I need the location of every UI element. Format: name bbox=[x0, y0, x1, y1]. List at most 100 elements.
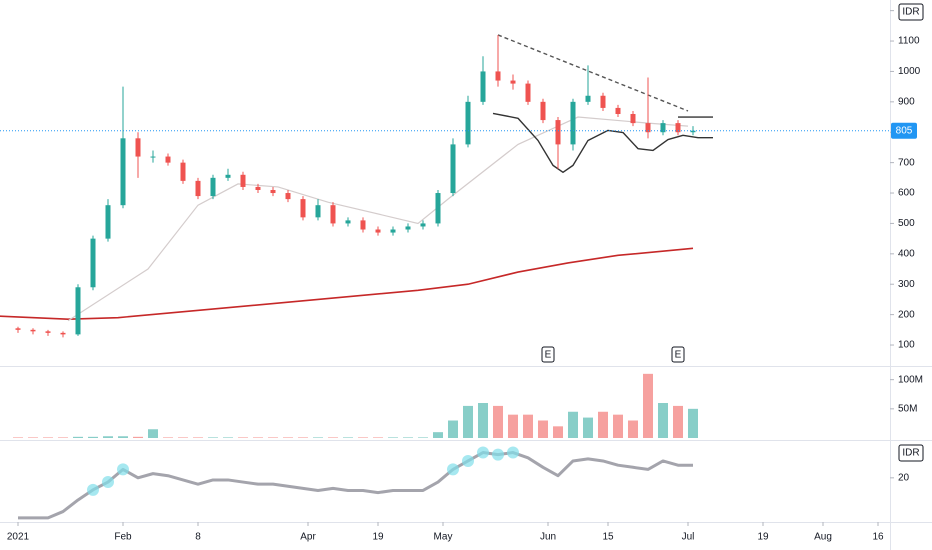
event-marker bbox=[541, 346, 555, 363]
highlight-marker bbox=[477, 446, 489, 459]
volume-bar bbox=[28, 437, 38, 438]
candle-body bbox=[600, 95, 606, 108]
volume-bar bbox=[313, 437, 323, 438]
candle-body bbox=[300, 199, 306, 218]
candle-body bbox=[30, 329, 36, 332]
volume-bar bbox=[208, 437, 218, 438]
candle-body bbox=[480, 71, 486, 102]
volume-bar bbox=[613, 414, 623, 438]
drawing bbox=[492, 112, 713, 174]
volume-bar bbox=[688, 408, 698, 438]
candle-body bbox=[195, 180, 201, 197]
volume-bar bbox=[658, 403, 668, 438]
volume-bar bbox=[358, 437, 368, 438]
volume-bar bbox=[163, 437, 173, 438]
indicator-line bbox=[18, 451, 693, 520]
candle-body bbox=[420, 223, 426, 227]
volume-bar bbox=[373, 437, 383, 438]
x-tick-label: 19 bbox=[372, 532, 384, 543]
candle-body bbox=[345, 220, 351, 224]
candle-body bbox=[135, 138, 141, 157]
event-label: E bbox=[675, 350, 682, 361]
candle-body bbox=[210, 177, 216, 197]
currency-label: IDR bbox=[902, 7, 919, 18]
volume-bar bbox=[388, 437, 398, 438]
highlight-marker bbox=[87, 483, 99, 496]
candle-body bbox=[540, 101, 546, 121]
event-label: E bbox=[545, 350, 552, 361]
volume-bar bbox=[193, 437, 203, 438]
y-tick-label: 20 bbox=[898, 472, 910, 483]
highlight-marker bbox=[102, 476, 114, 489]
x-tick-label: Feb bbox=[114, 532, 132, 543]
candle-body bbox=[15, 328, 21, 330]
moving-average bbox=[67, 116, 689, 322]
last-price-label: 805 bbox=[896, 125, 913, 136]
volume-bar bbox=[568, 411, 578, 438]
y-tick-label: 200 bbox=[898, 309, 915, 320]
x-tick-label: Jul bbox=[682, 532, 695, 543]
volume-bar bbox=[148, 429, 158, 438]
candle-body bbox=[405, 226, 411, 230]
candle-body bbox=[585, 95, 591, 102]
candle-body bbox=[570, 101, 576, 145]
x-tick-label: 16 bbox=[872, 532, 884, 543]
volume-bar bbox=[448, 420, 458, 438]
highlight-marker bbox=[117, 463, 129, 476]
candle-body bbox=[495, 71, 501, 81]
event-marker bbox=[671, 346, 685, 363]
volume-bar bbox=[223, 437, 233, 438]
candle-body bbox=[90, 238, 96, 288]
candle-body bbox=[270, 189, 276, 194]
volume-bar bbox=[643, 373, 653, 438]
y-tick-label: 100 bbox=[898, 340, 915, 351]
candle-body bbox=[255, 186, 261, 190]
volume-bar bbox=[673, 405, 683, 438]
volume-bar bbox=[508, 414, 518, 438]
volume-bar bbox=[283, 437, 293, 438]
candle-body bbox=[240, 174, 246, 187]
volume-bar bbox=[103, 436, 113, 438]
volume-bar bbox=[628, 420, 638, 438]
y-tick-label: 1100 bbox=[898, 36, 920, 47]
candle-body bbox=[525, 83, 531, 102]
candle-body bbox=[675, 123, 681, 133]
volume-bar bbox=[118, 436, 128, 438]
y-tick-label: 1000 bbox=[898, 66, 921, 77]
x-tick-label: 8 bbox=[195, 532, 201, 543]
highlight-marker bbox=[492, 448, 504, 461]
x-tick-label: Jun bbox=[540, 532, 556, 543]
last-price-box bbox=[891, 122, 917, 139]
candle-body bbox=[165, 156, 171, 163]
x-tick-label: Apr bbox=[300, 532, 316, 543]
y-tick-label: 900 bbox=[898, 96, 915, 107]
volume-bar bbox=[238, 437, 248, 438]
candle-body bbox=[120, 138, 126, 206]
candle-body bbox=[225, 174, 231, 178]
highlight-marker bbox=[447, 463, 459, 476]
volume-bar bbox=[418, 437, 428, 438]
y-tick-label: 600 bbox=[898, 188, 915, 199]
y-tick-label: 100M bbox=[898, 374, 923, 385]
candle-body bbox=[360, 220, 366, 230]
volume-bar bbox=[73, 436, 83, 438]
volume-bar bbox=[553, 426, 563, 438]
candle-body bbox=[510, 80, 516, 84]
y-tick-label: 400 bbox=[898, 248, 915, 259]
candle-body bbox=[630, 113, 636, 124]
volume-bar bbox=[328, 437, 338, 438]
candle-body bbox=[60, 332, 66, 335]
candle-body bbox=[690, 130, 696, 133]
volume-bar bbox=[343, 437, 353, 438]
volume-bar bbox=[88, 436, 98, 438]
candle-body bbox=[450, 144, 456, 194]
highlight-marker bbox=[507, 446, 519, 459]
x-tick-label: 15 bbox=[602, 532, 614, 543]
candle-body bbox=[615, 107, 621, 114]
x-tick-label: Aug bbox=[814, 532, 832, 543]
currency-label: IDR bbox=[902, 448, 919, 459]
candle-body bbox=[105, 205, 111, 239]
y-tick-label: 500 bbox=[898, 218, 915, 229]
x-tick-label: May bbox=[434, 532, 453, 543]
highlight-marker bbox=[462, 454, 474, 467]
